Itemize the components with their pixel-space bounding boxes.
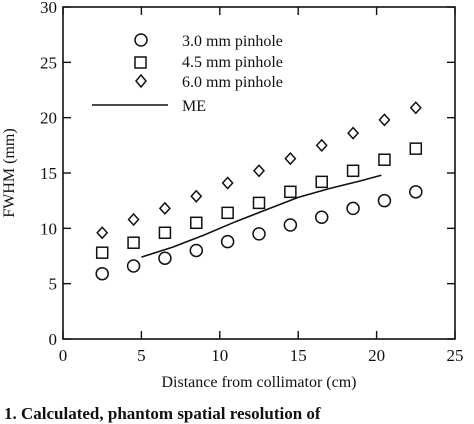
y-tick-label: 15 (40, 164, 57, 183)
data-point-diamond (409, 101, 422, 115)
data-point-circle (377, 193, 392, 208)
figure-caption-fragment: 1. Calculated, phantom spatial resolutio… (4, 404, 321, 423)
legend-circle-marker (134, 33, 148, 47)
legend-label-3mm: 3.0 mm pinhole (182, 33, 283, 50)
data-point-square (95, 246, 109, 259)
data-point-circle (283, 218, 298, 232)
data-point-circle (158, 251, 172, 265)
y-tick-label: 25 (40, 53, 57, 72)
data-point-square (190, 216, 203, 230)
plot-area: 0 5 10 15 20 25 0 5 10 15 20 25 30 (40, 0, 464, 365)
data-point-circle (252, 227, 266, 241)
x-axis-ticks: 0 5 10 15 20 25 (59, 7, 464, 365)
data-point-diamond (252, 164, 266, 178)
data-point-circle (346, 201, 360, 216)
data-point-square (221, 206, 234, 220)
legend-square-marker (134, 56, 147, 69)
data-point-square (346, 164, 360, 178)
data-point-square (158, 226, 172, 240)
data-point-circle (220, 234, 235, 249)
data-point-diamond (221, 176, 234, 190)
legend-label-6mm: 6.0 mm pinhole (182, 74, 283, 91)
data-point-circle (95, 266, 109, 281)
data-point-square (252, 196, 266, 210)
x-tick-label: 10 (211, 346, 228, 365)
data-point-circle (314, 210, 329, 225)
data-point-diamond (127, 212, 140, 227)
x-tick-label: 25 (447, 346, 464, 365)
data-point-diamond (284, 151, 297, 166)
legend-diamond-marker (135, 73, 147, 89)
data-point-circle (189, 243, 204, 258)
data-point-diamond (315, 138, 328, 152)
data-point-diamond (158, 201, 171, 216)
y-tick-label: 5 (49, 275, 58, 294)
legend-label-me: ME (182, 98, 206, 115)
legend-label-4-5mm: 4.5 mm pinhole (182, 54, 283, 71)
y-tick-label: 0 (49, 330, 58, 349)
data-point-circle (409, 185, 423, 199)
data-point-diamond (96, 226, 109, 240)
series-4-5-mm-pinhole (95, 142, 423, 259)
data-point-square (378, 153, 391, 166)
me-line (141, 174, 382, 258)
legend-item-3mm: 3.0 mm pinhole (134, 33, 283, 50)
legend: 3.0 mm pinhole 4.5 mm pinhole 6.0 mm pin… (92, 33, 283, 115)
y-tick-label: 30 (40, 0, 57, 17)
data-point-square (315, 175, 328, 189)
y-tick-label: 20 (40, 109, 57, 128)
x-tick-label: 15 (290, 346, 307, 365)
y-axis-ticks: 0 5 10 15 20 25 30 (40, 0, 455, 349)
y-tick-label: 10 (40, 219, 57, 238)
x-tick-label: 20 (368, 346, 385, 365)
legend-item-4-5mm: 4.5 mm pinhole (134, 54, 283, 71)
series-me (141, 174, 382, 258)
data-point-square (284, 185, 297, 199)
data-point-circle (126, 259, 141, 273)
data-point-square (409, 142, 423, 155)
x-tick-label: 0 (59, 346, 68, 365)
legend-item-6mm: 6.0 mm pinhole (135, 73, 283, 91)
series-6-0-mm-pinhole (96, 101, 422, 240)
data-point-square (127, 236, 140, 249)
x-axis-label: Distance from collimator (cm) (161, 374, 356, 391)
y-axis-label: FWHM (mm) (1, 128, 18, 217)
data-point-diamond (378, 113, 391, 127)
series-3-0-mm-pinhole (95, 185, 423, 281)
legend-item-me: ME (92, 98, 206, 115)
data-point-diamond (347, 126, 360, 140)
data-series (95, 101, 423, 281)
data-point-diamond (190, 189, 203, 203)
x-tick-label: 5 (137, 346, 146, 365)
